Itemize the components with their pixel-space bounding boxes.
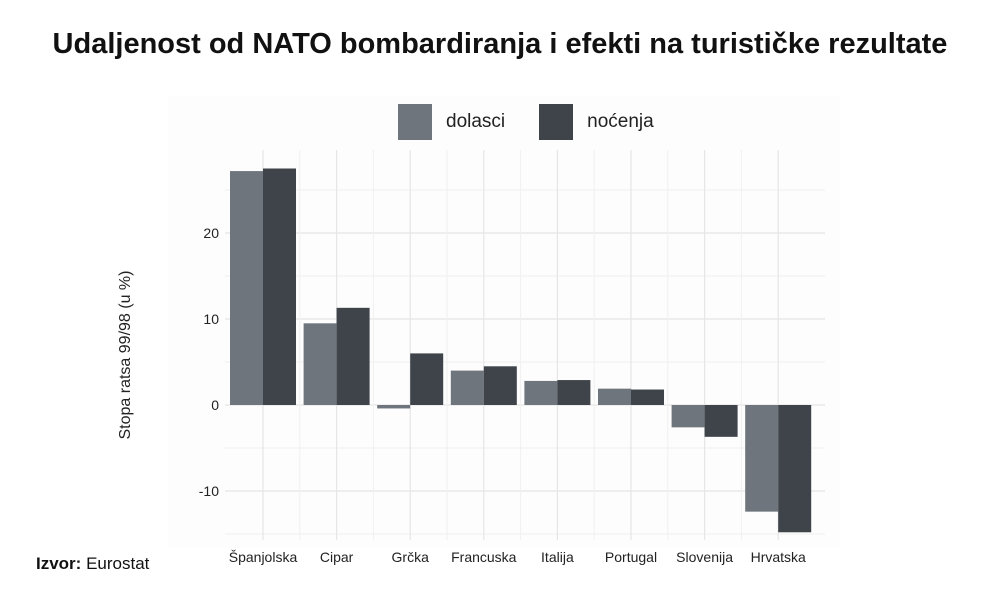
legend-label-nocenja: noćenja (587, 111, 654, 132)
bar-nocenja (263, 168, 296, 405)
bar-dolasci (524, 380, 558, 405)
y-tick-label: 10 (203, 311, 219, 327)
bar-nocenja (704, 405, 738, 437)
bar-nocenja (336, 307, 370, 405)
x-tick-label: Francuska (451, 549, 517, 565)
x-tick-label: Španjolska (229, 549, 298, 565)
bar-nocenja (410, 353, 444, 405)
bar-dolasci (230, 171, 263, 405)
legend-swatch-dolasci (398, 104, 432, 140)
y-axis-ticks: -10 0 10 20 (199, 225, 219, 499)
bar-dolasci (671, 405, 705, 428)
x-tick-label: Portugal (605, 549, 657, 565)
legend-swatch-nocenja (539, 104, 574, 140)
bar-dolasci (377, 405, 411, 409)
bar-dolasci (303, 323, 337, 405)
bar-nocenja (631, 389, 664, 405)
source-note: Izvor: Eurostat (36, 554, 149, 574)
x-axis-ticks: Španjolska Cipar Grčka Francuska Italija Port… (229, 549, 806, 565)
y-tick-label: 0 (211, 397, 219, 413)
chart-title: Udaljenost od NATO bombardiranja i efekt… (52, 28, 948, 60)
source-label: Izvor: (36, 554, 82, 573)
x-tick-label: Slovenija (676, 549, 733, 565)
legend-item-dolasci: dolasci (398, 104, 505, 140)
legend-item-nocenja: noćenja (539, 104, 654, 140)
y-tick-label: -10 (199, 483, 219, 499)
y-axis-label: Stopa ratsa 99/98 (u %) (117, 270, 134, 440)
legend: dolasci noćenja (398, 104, 688, 140)
legend-label-dolasci: dolasci (446, 111, 506, 132)
bar-dolasci (745, 405, 779, 512)
bars (230, 168, 812, 533)
y-tick-label: 20 (203, 225, 219, 241)
source-text: Eurostat (86, 554, 150, 573)
x-tick-label: Cipar (320, 549, 354, 565)
bar-dolasci (450, 370, 484, 405)
x-tick-label: Italija (541, 549, 574, 565)
bar-dolasci (598, 388, 631, 405)
bar-nocenja (483, 366, 517, 405)
bar-nocenja (557, 380, 591, 405)
bar-nocenja (778, 405, 812, 533)
x-tick-label: Hrvatska (751, 549, 806, 565)
x-tick-label: Grčka (392, 549, 430, 565)
